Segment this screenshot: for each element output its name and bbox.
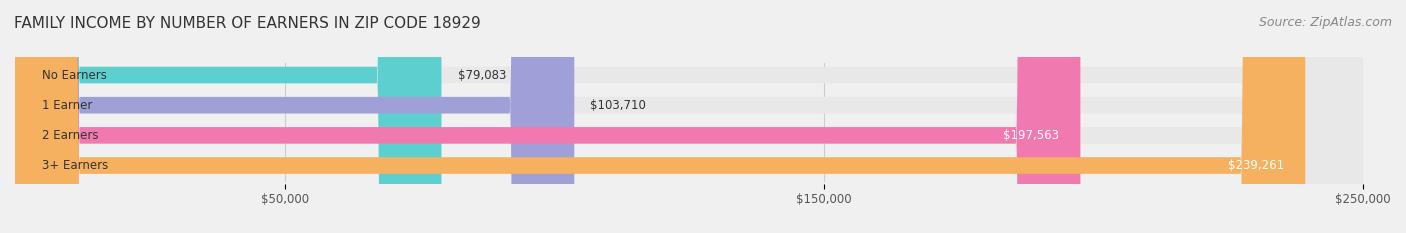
FancyBboxPatch shape: [15, 0, 441, 233]
Text: Source: ZipAtlas.com: Source: ZipAtlas.com: [1258, 16, 1392, 29]
Text: $79,083: $79,083: [458, 69, 506, 82]
FancyBboxPatch shape: [15, 0, 1305, 233]
FancyBboxPatch shape: [15, 0, 1364, 233]
Text: FAMILY INCOME BY NUMBER OF EARNERS IN ZIP CODE 18929: FAMILY INCOME BY NUMBER OF EARNERS IN ZI…: [14, 16, 481, 31]
Text: 2 Earners: 2 Earners: [42, 129, 98, 142]
Text: $197,563: $197,563: [1002, 129, 1059, 142]
FancyBboxPatch shape: [15, 0, 1080, 233]
FancyBboxPatch shape: [15, 0, 1364, 233]
Text: 1 Earner: 1 Earner: [42, 99, 93, 112]
FancyBboxPatch shape: [15, 0, 1364, 233]
Text: $103,710: $103,710: [591, 99, 647, 112]
Text: No Earners: No Earners: [42, 69, 107, 82]
FancyBboxPatch shape: [15, 0, 1364, 233]
FancyBboxPatch shape: [15, 0, 574, 233]
Text: $239,261: $239,261: [1227, 159, 1284, 172]
Text: 3+ Earners: 3+ Earners: [42, 159, 108, 172]
